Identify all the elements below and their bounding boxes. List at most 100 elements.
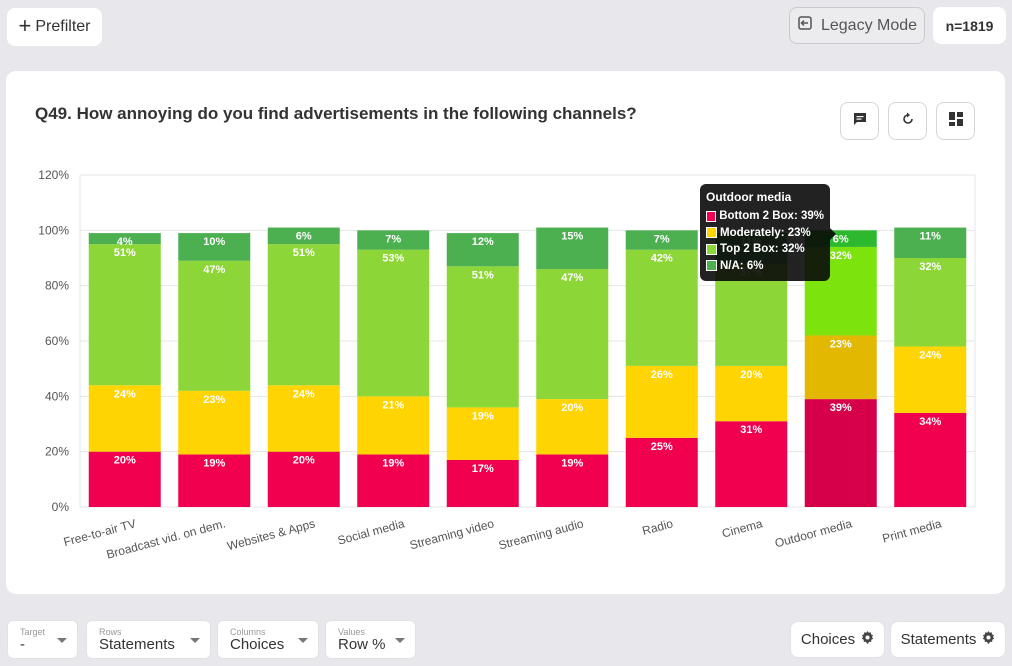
statements-settings-button[interactable]: Statements [890,621,1006,658]
bar-segment [357,396,430,455]
data-label: 47% [203,264,225,276]
gear-icon [861,631,874,648]
y-tick-label: 0% [52,500,70,514]
tooltip-row-text: Top 2 Box: 32% [720,243,805,256]
exit-icon [797,15,813,36]
question-title: Q49. How annoying do you find advertisem… [35,104,637,123]
bar-segment [536,454,609,507]
data-label: 26% [651,369,673,381]
data-label: 12% [472,236,494,248]
target-dropdown[interactable]: Target - [7,620,78,659]
bar-segment [446,407,519,460]
target-dropdown-value: - [20,636,25,653]
x-tick-label: Streaming audio [497,516,585,552]
rows-dropdown-label: Rows [99,627,122,637]
bar-segment [625,365,698,438]
data-label: 47% [561,272,583,284]
refresh-button[interactable] [888,102,927,140]
tooltip-arrow [830,228,836,240]
legacy-mode-button[interactable]: Legacy Mode [789,7,925,44]
bar-segment [88,244,161,386]
chevron-down-icon [395,638,405,643]
data-label: 25% [651,441,673,453]
bar-segment [446,266,519,408]
bar-segment [894,412,967,507]
tooltip-row-text: Bottom 2 Box: 39% [719,210,824,223]
x-tick-label: Print media [881,516,944,545]
y-tick-label: 60% [45,334,69,348]
x-tick-label: Social media [336,516,406,547]
bar-segment [88,233,161,245]
data-label: 23% [830,338,852,350]
values-dropdown[interactable]: Values Row % [325,620,416,659]
x-tick-label: Cinema [720,516,764,540]
bar-segment [88,385,161,452]
bar-segment [715,421,788,507]
tooltip-row: Moderately: 23% [706,225,824,242]
bar-segment [178,390,251,455]
data-label: 42% [651,253,673,265]
data-label: 15% [561,231,583,243]
tooltip-row: N/A: 6% [706,258,824,275]
prefilter-button[interactable]: + Prefilter [7,8,102,46]
comment-button[interactable] [840,102,879,140]
sample-size-text: n=1819 [945,17,994,34]
bar-segment [178,260,251,391]
y-tick-label: 80% [45,279,69,293]
data-label: 7% [654,233,670,245]
bar-segment [357,249,430,397]
plus-icon: + [18,13,32,38]
bar-segment [715,365,788,422]
bar-segment [267,451,340,507]
tooltip-title: Outdoor media [706,190,792,204]
data-label: 10% [203,236,225,248]
rows-dropdown[interactable]: Rows Statements [86,620,211,659]
bar-segment [894,258,967,347]
bar-segment [267,244,340,386]
choices-button-label: Choices [800,631,856,648]
data-label: 51% [472,269,494,281]
comment-icon [853,112,867,131]
data-label: 11% [920,231,942,243]
rows-dropdown-value: Statements [99,636,175,653]
y-tick-label: 40% [45,389,69,403]
data-label: 32% [830,250,852,262]
data-label: 19% [472,410,494,422]
y-tick-label: 100% [38,223,69,237]
values-dropdown-label: Values [338,627,365,637]
chevron-down-icon [190,638,200,643]
bar-segment [178,233,251,261]
y-tick-label: 120% [38,168,69,182]
data-label: 6% [296,231,312,243]
data-label: 20% [740,369,762,381]
bar-segment [267,385,340,452]
data-label: 23% [203,394,225,406]
x-tick-label: Streaming video [408,516,496,552]
target-dropdown-label: Target [20,627,46,637]
x-tick-label: Websites & Apps [225,516,316,553]
data-label: 21% [382,399,404,411]
prefilter-label: Prefilter [35,18,91,35]
bar-segment [804,399,877,507]
bar-segment [267,227,340,245]
choices-settings-button[interactable]: Choices [790,621,885,658]
data-label: 51% [293,247,315,259]
dashboard-icon [948,111,964,132]
data-label: 34% [919,416,941,428]
bar-segment [536,399,609,455]
bar-segment [894,227,967,258]
bar-segment [178,454,251,507]
x-tick-label: Radio [641,516,675,538]
tooltip-row-text: N/A: 6% [720,259,764,272]
columns-dropdown[interactable]: Columns Choices [217,620,319,659]
data-label: 19% [203,457,225,469]
data-label: 39% [830,402,852,414]
data-label: 4% [117,236,133,248]
chevron-down-icon [298,638,308,643]
values-dropdown-value: Row % [338,636,386,653]
data-label: 20% [293,455,315,467]
layout-button[interactable] [936,102,975,140]
chevron-down-icon [57,638,67,643]
refresh-icon [900,111,916,132]
